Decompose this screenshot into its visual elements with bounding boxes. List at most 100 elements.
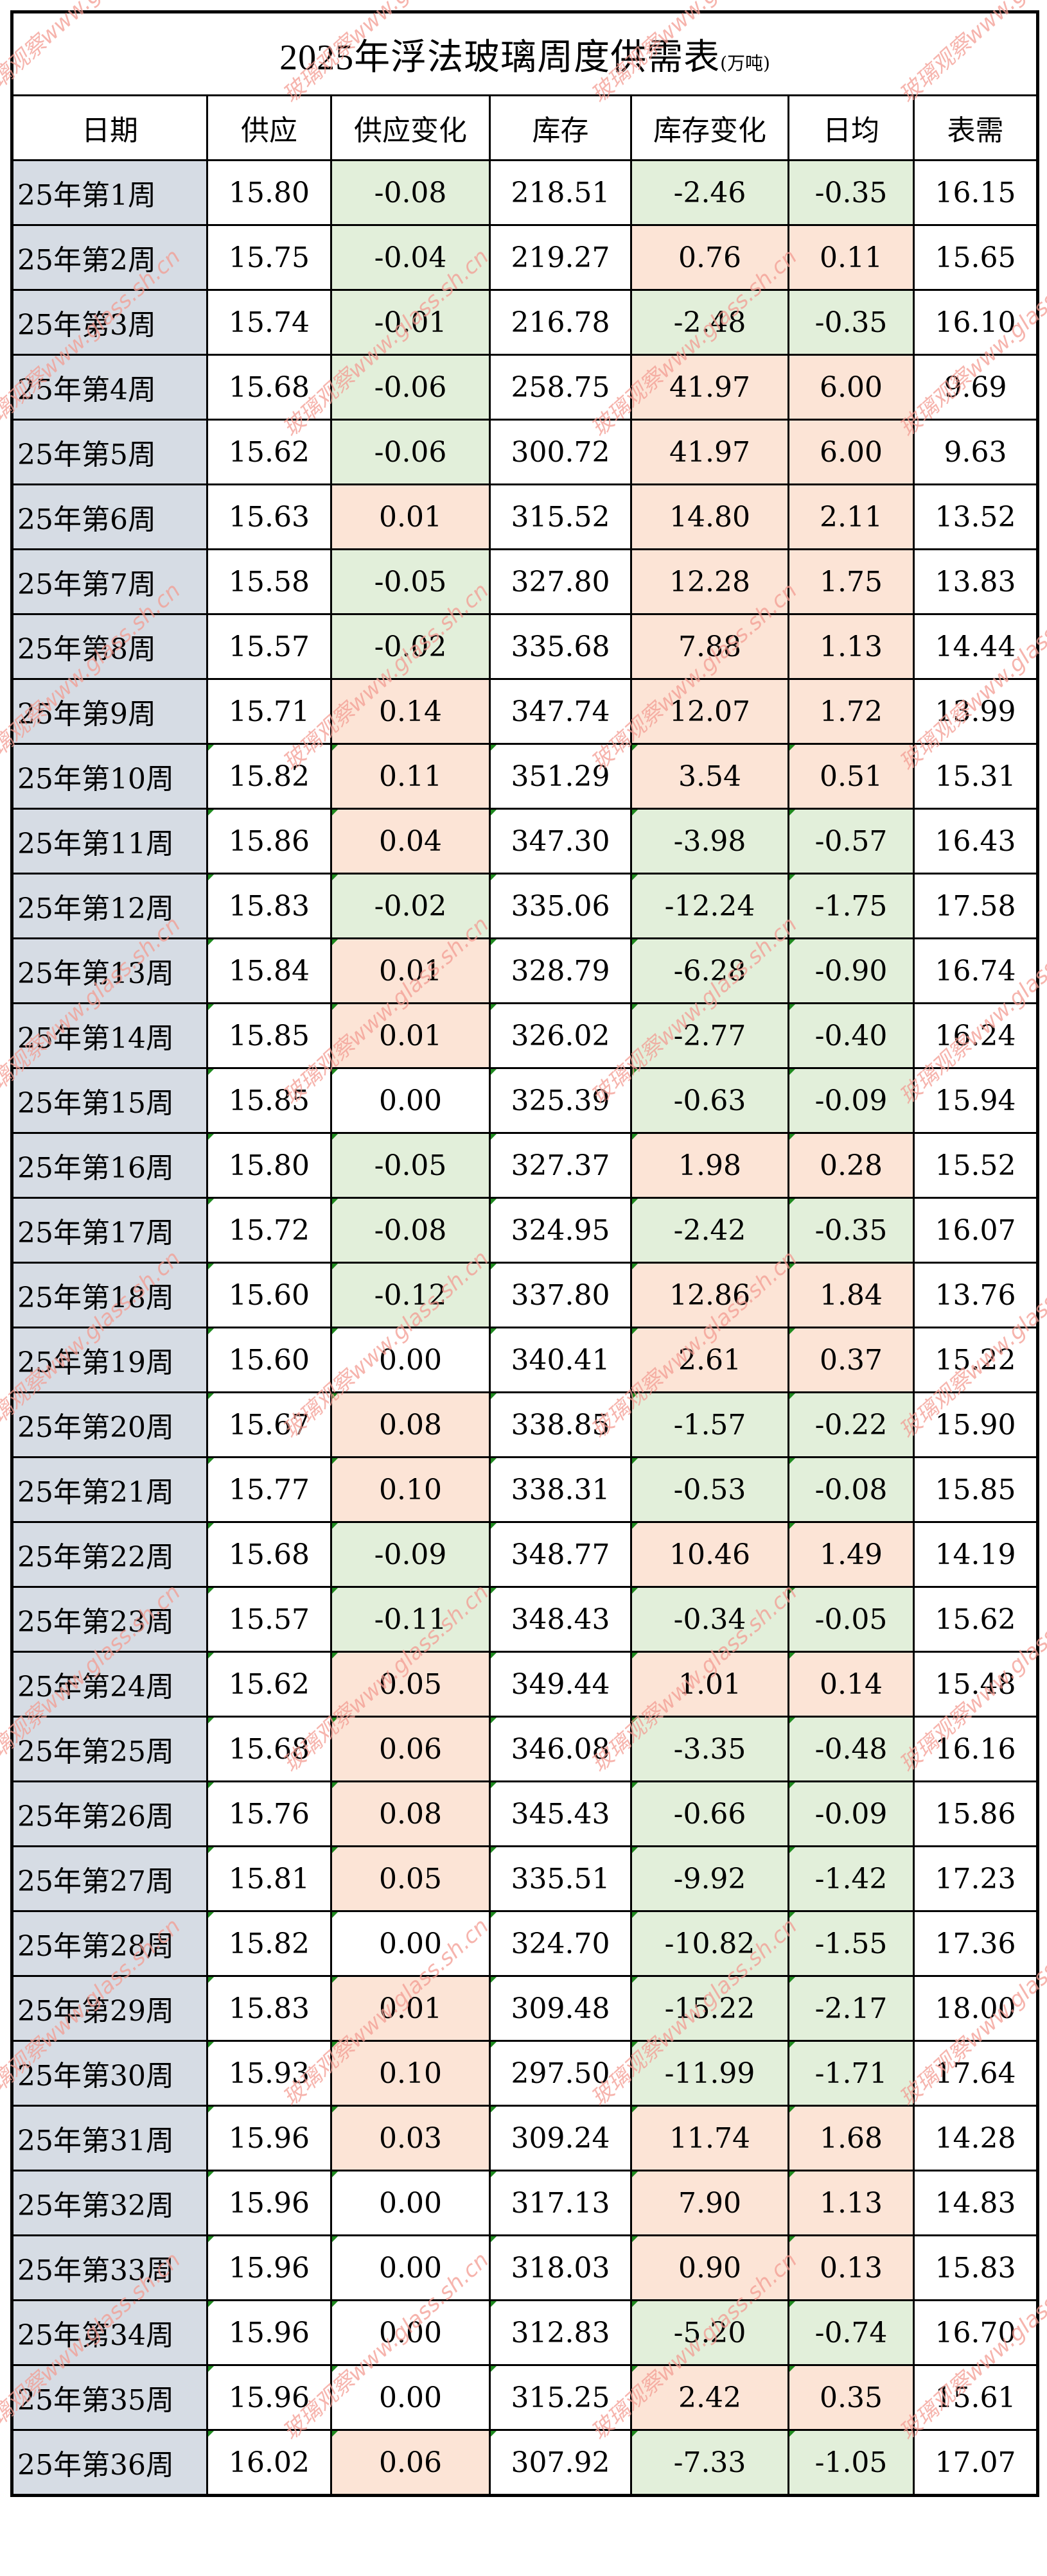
cell-inventory: 315.25 (489, 2364, 632, 2431)
cell-value: 335.51 (511, 1862, 610, 1895)
cell-value: -2.46 (673, 176, 746, 209)
weekly-supply-demand-table: 2025年浮法玻璃周度供需表(万吨) 日期 供应 供应变化 库存 库存变化 日均… (10, 10, 1040, 2497)
cell-value: 1.72 (820, 695, 883, 728)
cell-daily-avg: -0.57 (787, 808, 915, 875)
number-as-text-flag-icon (632, 1847, 638, 1853)
cell-date: 25年第26周 (10, 1780, 208, 1847)
cell-value: 15.65 (935, 241, 1016, 274)
cell-inventory-change: 0.90 (630, 2234, 789, 2301)
number-as-text-flag-icon (789, 2301, 795, 2307)
cell-value: -1.42 (814, 1862, 888, 1895)
cell-supply: 15.71 (206, 678, 332, 745)
cell-supply: 15.80 (206, 159, 332, 226)
cell-value: 15.94 (935, 1084, 1016, 1117)
cell-value: 1.68 (820, 2121, 883, 2155)
supply-demand-sheet: 2025年浮法玻璃周度供需表(万吨) 日期 供应 供应变化 库存 库存变化 日均… (10, 10, 1040, 2497)
cell-value: 1.75 (820, 565, 883, 598)
cell-value: 14.44 (935, 630, 1016, 663)
cell-value: 16.24 (935, 1019, 1016, 1052)
number-as-text-flag-icon (789, 2042, 795, 2048)
cell-apparent-demand: 15.94 (912, 1067, 1040, 1134)
cell-inventory-change: -2.77 (630, 1002, 789, 1069)
cell-value: 15.83 (229, 1992, 310, 2025)
cell-value: -1.57 (673, 1408, 746, 1441)
cell-date: 25年第6周 (10, 483, 208, 550)
number-as-text-flag-icon (491, 1523, 497, 1529)
cell-value: 327.37 (511, 1149, 610, 1182)
table-row: 25年第31周 15.96 0.03 309.24 11.74 1.68 14.28 (10, 2105, 1040, 2171)
cell-supply-change: 0.11 (330, 743, 491, 810)
cell-inventory: 348.43 (489, 1586, 632, 1653)
cell-daily-avg: -1.05 (787, 2429, 915, 2497)
cell-date: 25年第31周 (10, 2105, 208, 2171)
number-as-text-flag-icon (632, 1523, 638, 1529)
cell-apparent-demand: 15.85 (912, 1456, 1040, 1523)
number-as-text-flag-icon (332, 1328, 338, 1334)
cell-value: 18.00 (935, 1992, 1016, 2025)
number-as-text-flag-icon (491, 1653, 497, 1658)
cell-supply: 15.62 (206, 419, 332, 485)
number-as-text-flag-icon (632, 1199, 638, 1205)
number-as-text-flag-icon (632, 2431, 638, 2437)
cell-date: 25年第34周 (10, 2299, 208, 2366)
cell-value: 0.04 (379, 824, 442, 858)
cell-value: -1.55 (814, 1927, 888, 1960)
cell-daily-avg: 0.28 (787, 1132, 915, 1199)
cell-value: 15.76 (229, 1797, 310, 1831)
cell-inventory-change: -0.66 (630, 1780, 789, 1847)
cell-date: 25年第17周 (10, 1197, 208, 1264)
number-as-text-flag-icon (632, 1588, 638, 1594)
cell-apparent-demand: 16.24 (912, 1002, 1040, 1069)
cell-inventory-change: -3.98 (630, 808, 789, 875)
cell-supply-change: -0.05 (330, 1132, 491, 1199)
cell-value: 0.14 (379, 695, 442, 728)
cell-value: 216.78 (511, 306, 610, 339)
cell-value: -0.90 (814, 954, 888, 988)
cell-supply-change: 0.01 (330, 1975, 491, 2042)
cell-supply-change: 0.05 (330, 1845, 491, 1912)
cell-daily-avg: -1.42 (787, 1845, 915, 1912)
cell-daily-avg: 1.13 (787, 613, 915, 680)
number-as-text-flag-icon (632, 875, 638, 880)
cell-apparent-demand: 16.16 (912, 1716, 1040, 1782)
cell-value: 15.83 (935, 2251, 1016, 2284)
cell-value: 15.57 (229, 630, 310, 663)
table-row: 25年第20周 15.67 0.08 338.85 -1.57 -0.22 15.90 (10, 1391, 1040, 1458)
cell-supply-change: 0.00 (330, 1327, 491, 1393)
cell-value: -6.28 (673, 954, 746, 988)
table-row: 25年第29周 15.83 0.01 309.48 -15.22 -2.17 18.00 (10, 1975, 1040, 2042)
cell-value: -0.09 (814, 1797, 888, 1831)
number-as-text-flag-icon (491, 939, 497, 945)
number-as-text-flag-icon (332, 1458, 338, 1464)
number-as-text-flag-icon (208, 939, 214, 945)
cell-daily-avg: -1.55 (787, 1910, 915, 1977)
cell-supply-change: 0.01 (330, 937, 491, 1004)
cell-value: 345.43 (511, 1797, 610, 1831)
cell-apparent-demand: 16.70 (912, 2299, 1040, 2366)
number-as-text-flag-icon (208, 2236, 214, 2242)
number-as-text-flag-icon (491, 875, 497, 880)
cell-supply: 15.83 (206, 873, 332, 939)
table-row: 25年第30周 15.93 0.10 297.50 -11.99 -1.71 17.64 (10, 2040, 1040, 2107)
cell-value: 15.22 (935, 1343, 1016, 1377)
cell-supply-change: -0.06 (330, 354, 491, 421)
cell-inventory: 297.50 (489, 2040, 632, 2107)
cell-value: 351.29 (511, 760, 610, 793)
cell-value: 347.30 (511, 824, 610, 858)
cell-value: -0.08 (374, 176, 447, 209)
number-as-text-flag-icon (789, 1199, 795, 1205)
cell-apparent-demand: 16.07 (912, 1197, 1040, 1264)
cell-inventory: 338.85 (489, 1391, 632, 1458)
cell-value: 307.92 (511, 2446, 610, 2479)
cell-value: 9.69 (944, 370, 1007, 404)
number-as-text-flag-icon (789, 1458, 795, 1464)
cell-value: -0.09 (814, 1084, 888, 1117)
cell-apparent-demand: 18.00 (912, 1975, 1040, 2042)
cell-value: 15.60 (229, 1278, 310, 1312)
cell-value: 41.97 (669, 435, 750, 469)
cell-supply: 15.63 (206, 483, 332, 550)
cell-value: 1.01 (678, 1667, 741, 1701)
cell-inventory-change: 1.98 (630, 1132, 789, 1199)
number-as-text-flag-icon (332, 1653, 338, 1658)
cell-value: -0.66 (673, 1797, 746, 1831)
